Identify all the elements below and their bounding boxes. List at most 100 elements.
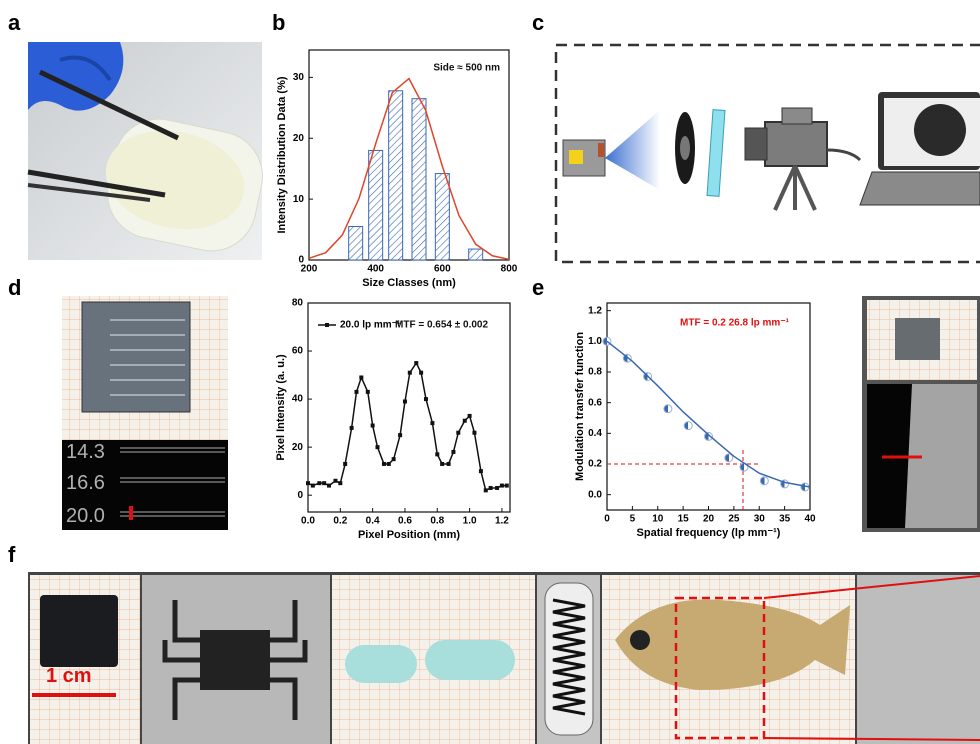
y-tick-label: 60 [292,346,304,357]
y-tick-label: 0.0 [588,489,602,500]
row-label: 16.6 [66,472,105,494]
marker [468,414,472,418]
line [308,363,507,490]
bar [469,249,483,260]
x-tick-label: 10 [652,514,664,525]
setup-schematic [556,45,980,262]
y-tick-label: 1.0 [588,336,602,347]
scale-label: 1 cm [46,665,92,687]
x-axis-label: Spatial frequency (lp mm⁻¹) [637,527,781,539]
marker [338,481,342,485]
y-axis-label: Modulation transfer function [574,332,586,481]
y-tick-label: 80 [292,298,304,309]
y-tick-label: 0.2 [588,459,602,470]
x-tick-label: 30 [754,514,766,525]
y-tick-label: 0 [297,490,303,501]
y-tick-label: 20 [292,442,304,453]
annotation: MTF = 0.2 26.8 lp mm⁻¹ [680,318,790,329]
x-tick-label: 400 [367,264,384,275]
x-tick-label: 35 [779,514,791,525]
x-tick-label: 1.2 [495,516,509,527]
x-tick-label: 800 [501,264,518,275]
photo-strip-f: 1 cm [28,572,980,744]
plot-frame [607,303,810,510]
x-tick-label: 0.8 [430,516,444,527]
marker [392,457,396,461]
marker [387,462,391,466]
x-tick-label: 600 [434,264,451,275]
marker [440,462,444,466]
x-tick-label: 0.4 [366,516,380,527]
x-tick-label: 0 [604,514,610,525]
marker [327,484,331,488]
marker [371,424,375,428]
marker [359,375,363,379]
bar [435,174,449,260]
marker [505,484,509,488]
x-tick-label: 5 [630,514,636,525]
marker [424,397,428,401]
marker [435,452,439,456]
marker [479,469,483,473]
marker [403,399,407,403]
panel-label: e [532,275,544,300]
marker [456,431,460,435]
marker [382,462,386,466]
x-axis-label: Size Classes (nm) [362,277,456,289]
bar [369,150,383,260]
y-tick-label: 40 [292,394,304,405]
bar [349,227,363,260]
x-axis-label: Pixel Position (mm) [358,529,460,541]
annotation: Side ≈ 500 nm [433,63,500,74]
x-tick-label: 15 [678,514,690,525]
y-tick-label: 1.2 [588,305,602,316]
marker [419,371,423,375]
marker [322,481,326,485]
panel-label: c [532,10,544,35]
panel-label: f [8,542,16,567]
y-axis-label: Intensity Distribution Data (%) [276,76,288,233]
legend-label: 20.0 lp mm⁻¹ [340,320,401,331]
marker [414,361,418,365]
panel-label: b [272,10,285,35]
bar [412,99,426,260]
marker [306,481,310,485]
photo-a [28,42,271,260]
row-label: 14.3 [66,441,105,463]
y-tick-label: 0.4 [588,428,602,439]
y-axis-label: Pixel Intensity (a. u.) [275,354,287,461]
marker [489,486,493,490]
marker [350,426,354,430]
figure: a b c d e f 14.3 16.6 20.0 1 cm 20040060… [0,0,980,744]
marker [495,486,499,490]
page: a b c d e f 14.3 16.6 20.0 1 cm 20040060… [0,0,980,744]
y-tick-label: 0 [298,255,304,266]
marker [472,431,476,435]
x-tick-label: 40 [804,514,816,525]
marker [354,390,358,394]
y-tick-label: 0.8 [588,367,602,378]
marker [333,479,337,483]
marker [311,484,315,488]
photo-e [862,296,980,532]
x-tick-label: 0.6 [398,516,412,527]
point [684,422,692,430]
marker [430,421,434,425]
x-tick-label: 20 [703,514,715,525]
panel-label: d [8,275,21,300]
plot-frame [309,50,509,260]
line [309,79,509,260]
marker [317,481,321,485]
y-tick-label: 30 [293,72,305,83]
bar [389,91,403,260]
row-label: 20.0 [66,505,105,527]
x-tick-label: 0.0 [301,516,315,527]
y-tick-label: 10 [293,194,305,205]
marker [500,484,504,488]
x-tick-label: 1.0 [463,516,477,527]
panel-label: a [8,10,21,35]
marker [447,462,451,466]
plot-frame [308,303,510,512]
legend-marker [325,323,329,327]
y-tick-label: 0.6 [588,397,602,408]
